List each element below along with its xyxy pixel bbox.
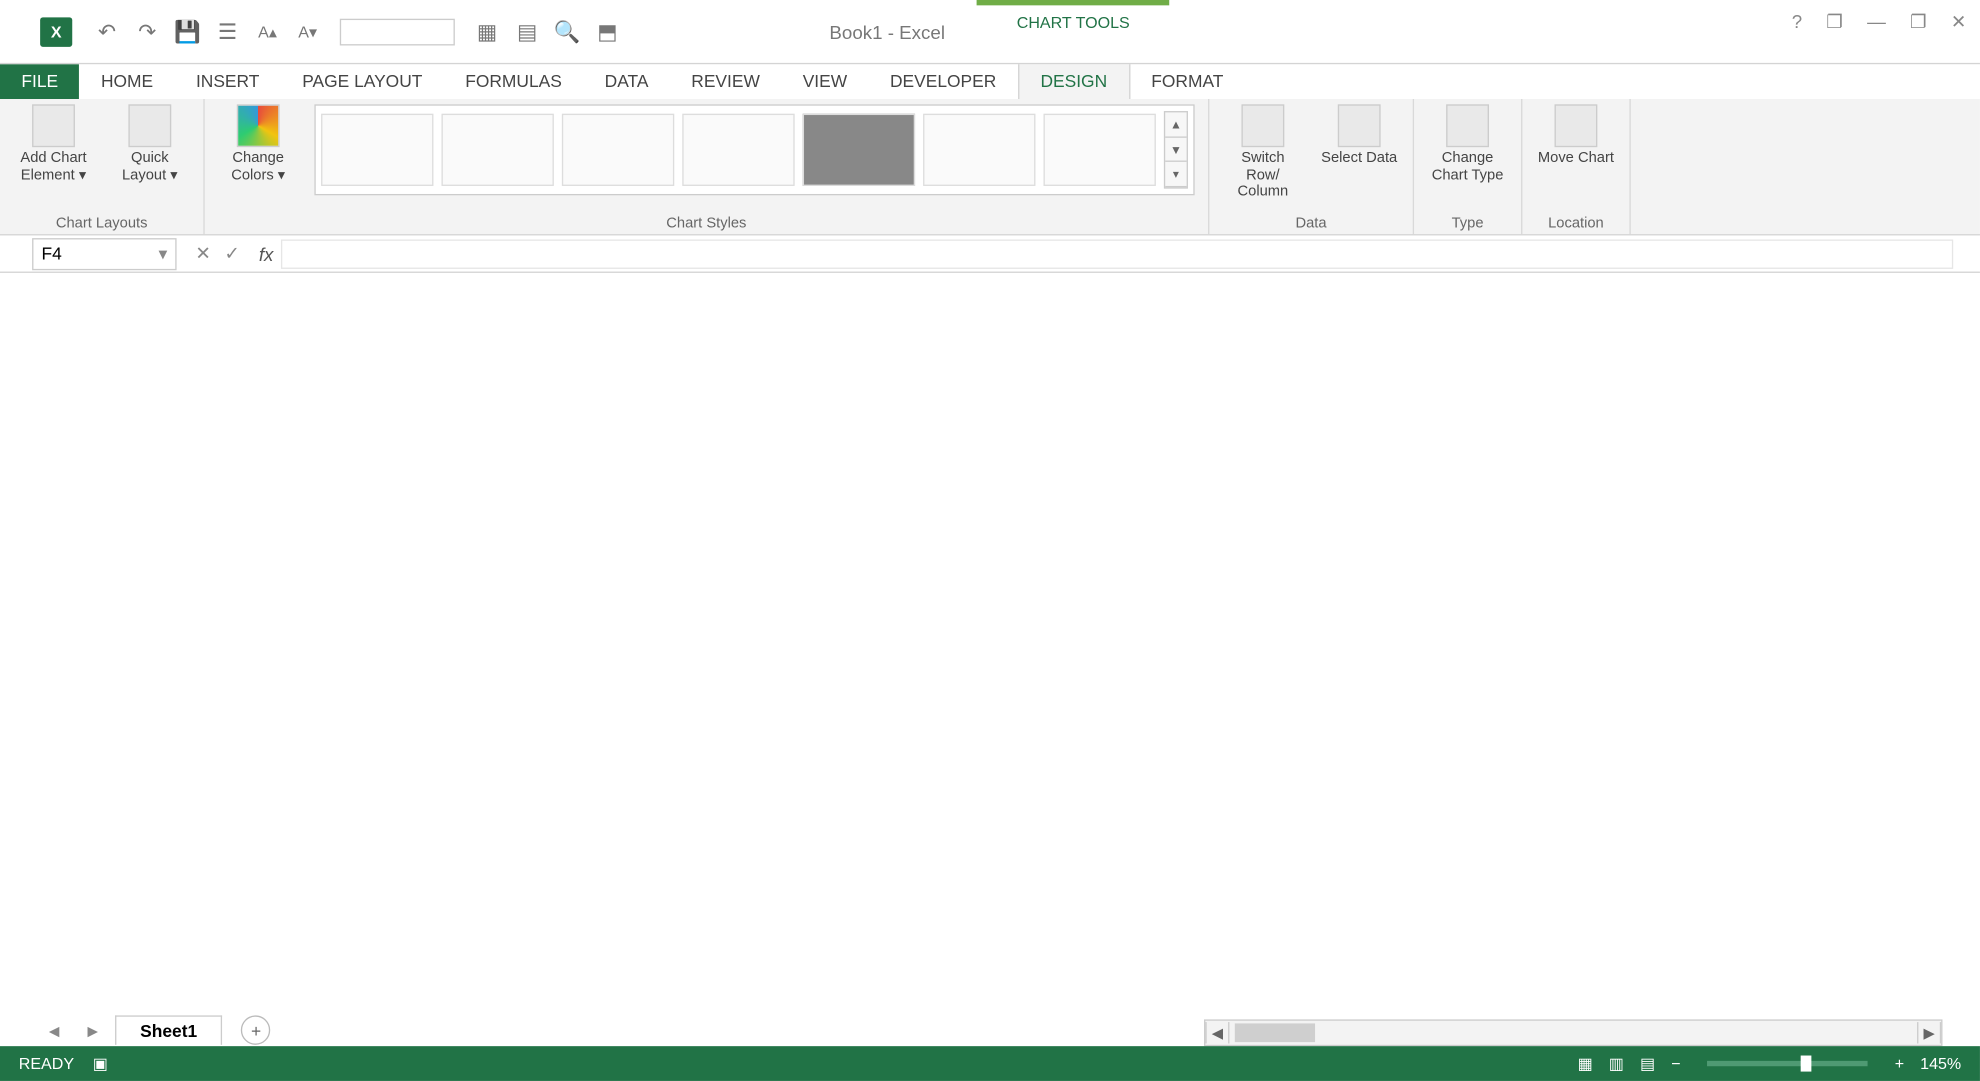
quick-layout-button[interactable]: Quick Layout ▾ <box>110 104 190 183</box>
qat-dropdown[interactable] <box>340 18 455 45</box>
add-sheet-icon[interactable]: + <box>241 1015 270 1044</box>
horizontal-scrollbar[interactable]: ◄► <box>1204 1019 1942 1046</box>
title-bar: X ↶ ↷ 💾 ☰ A▴ A▾ ▦ ▤ 🔍 ⬒ Book1 - Excel CH… <box>0 0 1980 64</box>
ribbon: Add Chart Element ▾ Quick Layout ▾ Chart… <box>0 99 1980 235</box>
group-type: Type <box>1427 213 1507 232</box>
tab-formulas[interactable]: FORMULAS <box>444 63 583 99</box>
tab-file[interactable]: FILE <box>0 63 80 99</box>
select-data-button[interactable]: Select Data <box>1319 104 1399 166</box>
formula-input[interactable] <box>281 239 1953 268</box>
ribbon-opts-icon[interactable]: ❐ <box>1826 11 1843 34</box>
qat-ico2[interactable]: ▤ <box>514 18 541 45</box>
sheet-nav-prev-icon[interactable]: ◄ <box>37 1020 70 1040</box>
status-ready: READY <box>19 1054 74 1073</box>
name-box[interactable]: F4▾ <box>32 237 176 269</box>
tab-developer[interactable]: DEVELOPER <box>869 63 1018 99</box>
normal-view-icon[interactable]: ▦ <box>1578 1054 1593 1073</box>
tab-insert[interactable]: INSERT <box>175 63 281 99</box>
sheet-tab-bar: ◄ ► Sheet1 + <box>37 1014 270 1046</box>
tab-review[interactable]: REVIEW <box>670 63 781 99</box>
chart-styles-gallery[interactable]: ▲▼▾ <box>314 104 1194 195</box>
qat-icon[interactable]: ☰ <box>214 18 241 45</box>
cancel-icon[interactable]: ✕ <box>195 242 211 265</box>
excel-icon: X <box>40 17 72 46</box>
status-bar: READY ▣ ▦ ▥ ▤ − + 145% <box>0 1046 1980 1081</box>
document-title: Book1 - Excel <box>829 21 945 42</box>
qat-ico3[interactable]: 🔍 <box>554 18 581 45</box>
macro-record-icon[interactable]: ▣ <box>93 1054 108 1073</box>
tab-view[interactable]: VIEW <box>781 63 868 99</box>
tab-data[interactable]: DATA <box>583 63 670 99</box>
add-chart-element-button[interactable]: Add Chart Element ▾ <box>13 104 93 183</box>
group-chart-styles: Chart Styles <box>218 213 1195 232</box>
group-chart-layouts: Chart Layouts <box>13 213 190 232</box>
font-inc-icon[interactable]: A▴ <box>254 18 281 45</box>
pagelayout-view-icon[interactable]: ▥ <box>1609 1054 1624 1073</box>
restore-icon[interactable]: ❐ <box>1910 11 1927 34</box>
sheet-nav-next-icon[interactable]: ► <box>76 1020 109 1040</box>
undo-icon[interactable]: ↶ <box>94 18 121 45</box>
close-icon[interactable]: ✕ <box>1951 11 1967 34</box>
ribbon-tabs: FILE HOME INSERT PAGE LAYOUT FORMULAS DA… <box>0 64 1980 99</box>
enter-icon[interactable]: ✓ <box>224 242 240 265</box>
tab-page-layout[interactable]: PAGE LAYOUT <box>281 63 444 99</box>
chart-tools-context: CHART TOOLS <box>977 0 1170 40</box>
zoom-slider[interactable] <box>1707 1061 1868 1066</box>
help-icon[interactable]: ? <box>1792 11 1802 34</box>
qat-ico1[interactable]: ▦ <box>474 18 501 45</box>
fx-icon[interactable]: fx <box>251 243 282 264</box>
switch-row-column-button[interactable]: Switch Row/ Column <box>1223 104 1303 200</box>
tab-design[interactable]: DESIGN <box>1018 62 1130 99</box>
formula-bar: F4▾ ✕ ✓ fx <box>0 235 1980 272</box>
move-chart-button[interactable]: Move Chart <box>1536 104 1616 166</box>
minimize-icon[interactable]: — <box>1867 11 1886 34</box>
font-dec-icon[interactable]: A▾ <box>294 18 321 45</box>
group-data: Data <box>1223 213 1400 232</box>
zoom-in-icon[interactable]: + <box>1895 1054 1904 1073</box>
tab-home[interactable]: HOME <box>80 63 175 99</box>
change-chart-type-button[interactable]: Change Chart Type <box>1427 104 1507 183</box>
change-colors-button[interactable]: Change Colors ▾ <box>218 104 298 183</box>
save-icon[interactable]: 💾 <box>174 18 201 45</box>
group-location: Location <box>1536 213 1616 232</box>
redo-icon[interactable]: ↷ <box>134 18 161 45</box>
zoom-out-icon[interactable]: − <box>1671 1054 1680 1073</box>
sheet-tab[interactable]: Sheet1 <box>115 1015 223 1044</box>
zoom-level[interactable]: 145% <box>1920 1054 1961 1073</box>
qat-ico4[interactable]: ⬒ <box>594 18 621 45</box>
tab-format[interactable]: FORMAT <box>1130 63 1245 99</box>
pagebreak-view-icon[interactable]: ▤ <box>1640 1054 1655 1073</box>
